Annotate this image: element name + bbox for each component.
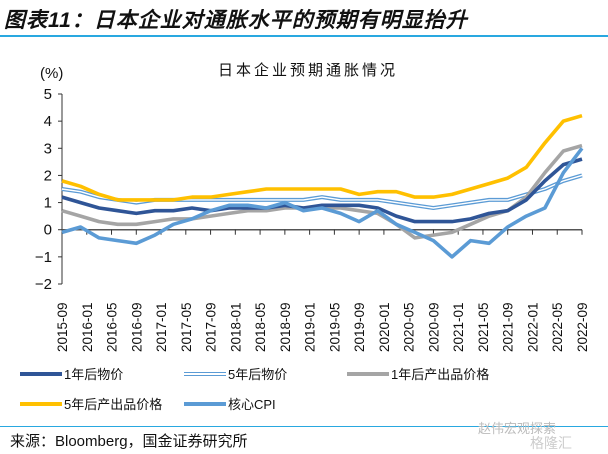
watermark-logo: 格隆汇 — [530, 435, 572, 451]
x-tick-label: 2020-09 — [426, 302, 441, 352]
series-core-cpi — [61, 147, 584, 259]
legend-item-1y-price: 1年后物价 — [20, 364, 123, 383]
y-tick-label: 2 — [44, 167, 52, 184]
y-tick-label: −2 — [35, 276, 52, 293]
title-divider — [0, 35, 608, 37]
y-axis-label: (%) — [40, 65, 63, 82]
legend-item-core-cpi: 核心CPI — [184, 394, 276, 413]
source-note: 来源：Bloomberg，国金证券研究所 — [10, 433, 248, 450]
legend-label: 5年后产出品价格 — [64, 397, 163, 412]
line-chart: 日本企业预期通胀情况 (%) 5 4 3 2 1 0 −1 −2 2015-09 2016-01… — [35, 61, 590, 352]
x-tick-label: 2019-09 — [352, 302, 367, 352]
x-tick-label: 2016-01 — [80, 302, 95, 352]
series-1y-price — [61, 157, 583, 224]
x-tick-label: 2020-01 — [377, 302, 392, 352]
x-tick-label: 2018-05 — [253, 302, 268, 352]
x-tick-label: 2022-05 — [550, 302, 565, 352]
x-tick-labels: 2015-09 2016-01 2016-05 2016-09 2017-01 2017-… — [55, 302, 590, 352]
x-tick-label: 2017-01 — [154, 302, 169, 352]
x-tick-label: 2018-09 — [278, 302, 293, 352]
series-5y-output-price — [61, 113, 583, 202]
source-divider — [0, 426, 608, 427]
legend-label: 核心CPI — [228, 397, 276, 412]
legend-swatch — [20, 401, 62, 406]
x-tick-label: 2021-01 — [451, 302, 466, 352]
legend-label: 1年后物价 — [64, 367, 124, 382]
x-tick-label: 2017-05 — [179, 302, 194, 352]
y-tick-label: −1 — [35, 249, 52, 266]
x-tick-label: 2019-05 — [327, 302, 342, 352]
y-tick-label: 4 — [44, 113, 52, 130]
x-tick-label: 2017-09 — [204, 302, 219, 352]
legend-swatch — [347, 371, 389, 376]
y-tick-label: 0 — [44, 222, 52, 239]
series-group — [61, 113, 584, 259]
series-1y-output-price — [61, 143, 583, 240]
figure-title: 图表11：日本企业对通胀水平的预期有明显抬升 — [4, 9, 468, 32]
legend-swatch — [184, 371, 226, 376]
legend-swatch — [20, 371, 62, 376]
x-tick-label: 2021-05 — [476, 302, 491, 352]
legend-label: 1年后产出品价格 — [391, 367, 490, 382]
x-tick-label: 2022-09 — [575, 302, 590, 352]
y-tick-label: 1 — [44, 195, 52, 212]
x-tick-label: 2015-09 — [55, 302, 70, 352]
watermark: 赵伟宏观探索 — [478, 421, 557, 436]
legend-swatch — [184, 401, 226, 406]
legend-item-1y-output-price: 1年后产出品价格 — [347, 364, 489, 383]
x-tick-label: 2022-01 — [525, 302, 540, 352]
x-tick-label: 2019-01 — [303, 302, 318, 352]
legend-item-5y-price: 5年后物价 — [184, 364, 287, 383]
chart-title: 日本企业预期通胀情况 — [218, 61, 398, 79]
x-tick-label: 2018-01 — [228, 302, 243, 352]
x-tick-label: 2016-05 — [105, 302, 120, 352]
y-axis: 5 4 3 2 1 0 −1 −2 — [35, 86, 63, 293]
x-tick-label: 2020-05 — [402, 302, 417, 352]
legend-label: 5年后物价 — [228, 367, 288, 382]
y-tick-label: 3 — [44, 140, 52, 157]
x-tick-label: 2021-09 — [501, 302, 516, 352]
x-tick-label: 2016-09 — [129, 302, 144, 352]
legend-item-5y-output-price: 5年后产出品价格 — [20, 394, 162, 413]
y-tick-label: 5 — [44, 86, 52, 103]
legend: 1年后物价 5年后物价 1年后产出品价格 5年后产出品价格 核心CPI — [0, 360, 608, 420]
